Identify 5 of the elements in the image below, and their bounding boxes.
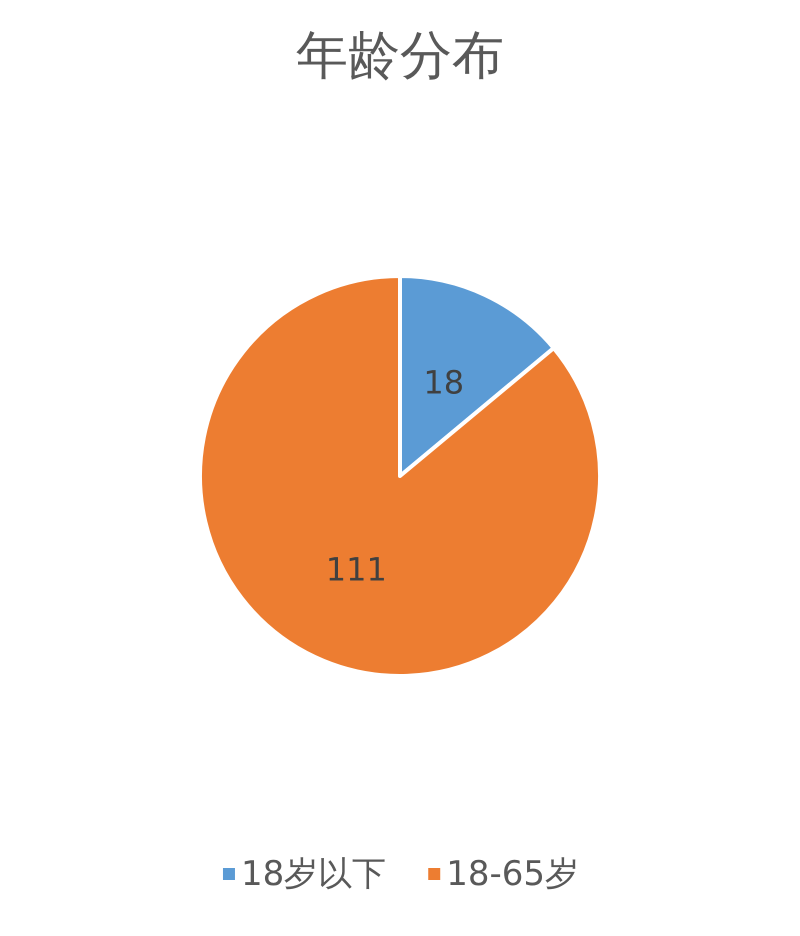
data-label: 18	[423, 364, 464, 402]
chart-title: 年龄分布	[296, 26, 504, 86]
legend-label: 18-65岁	[446, 854, 580, 894]
legend-label: 18岁以下	[240, 854, 386, 894]
data-label: 111	[326, 550, 387, 588]
